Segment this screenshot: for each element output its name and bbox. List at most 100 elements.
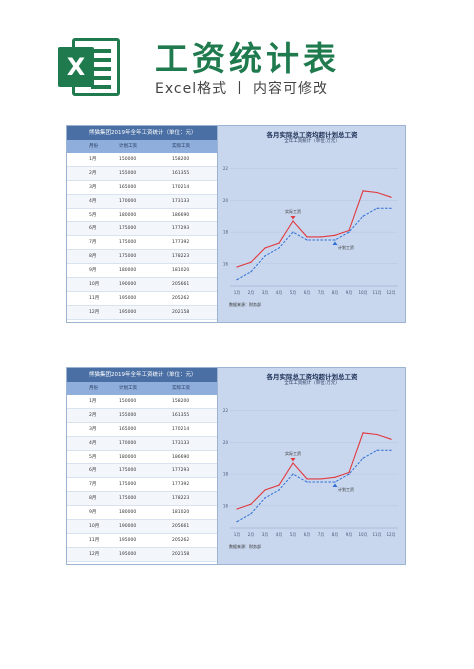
x-tick-label: 11月 <box>372 532 381 537</box>
annotation-marker <box>290 216 296 220</box>
table-cell: 11月 <box>89 537 100 543</box>
table-cell: 150000 <box>119 157 137 162</box>
table-cell: 5月 <box>89 212 97 218</box>
table-cell: 1月 <box>89 157 97 162</box>
table-cell: 165000 <box>119 426 137 432</box>
x-tick-label: 7月 <box>318 290 325 295</box>
table-cell: 175000 <box>119 240 137 246</box>
annotation-label: 计划工资 <box>338 486 354 492</box>
series-point <box>390 438 392 440</box>
table-row: 1月 150000 158200 <box>67 153 217 167</box>
series-point <box>376 207 378 209</box>
chart-plot: 16 18 20 22 1月 2月 3月 4月 5月 6月 7月 8月 9月 10月 11月 12月 实际工资计… <box>223 408 398 537</box>
x-tick-label: 10月 <box>358 532 367 537</box>
table-cell: 177293 <box>172 468 190 474</box>
table-body: 1月 150000 158200 2月 155000 161355 3月 165000 1702… <box>67 153 217 320</box>
table-cell: 175000 <box>119 482 137 488</box>
table-cell: 11月 <box>89 295 100 301</box>
table-cell: 10月 <box>89 524 100 530</box>
table-cell: 1月 <box>89 399 97 404</box>
annotation-label: 计划工资 <box>338 244 354 250</box>
table-row: 9月 180000 181020 <box>67 506 217 521</box>
table-cell: 170000 <box>119 198 137 204</box>
table-row: 9月 180000 181020 <box>67 264 217 279</box>
series-point <box>334 476 336 478</box>
series-point <box>236 508 238 510</box>
x-tick-label: 5月 <box>290 290 297 295</box>
table-header-cell: 计划工资 <box>119 144 137 149</box>
table-header-cell: 计划工资 <box>119 386 137 391</box>
table-row: 4月 170000 173133 <box>67 194 217 209</box>
series-point <box>362 190 364 192</box>
annotation-label: 实际工资 <box>285 450 301 456</box>
table-row: 8月 175000 178223 <box>67 492 217 507</box>
series-point <box>306 478 308 480</box>
series-line <box>236 190 392 268</box>
series-point <box>278 489 280 491</box>
table-cell: 5月 <box>89 454 97 460</box>
table-cell: 195000 <box>119 537 137 543</box>
page-title: 工资统计表 <box>155 39 340 78</box>
series-point <box>250 261 252 263</box>
table-cell: 173133 <box>172 440 190 446</box>
sheet-preview-2: 熊猫集团2019年全年工资统计（单位：元） 月份 计划工资 实际工资 1月 150000 1… <box>66 367 406 565</box>
table-header-row: 月份 计划工资 实际工资 <box>67 382 217 395</box>
table-row: 11月 195000 205262 <box>67 534 217 548</box>
series-point <box>334 481 336 483</box>
table-cell: 181020 <box>172 268 190 274</box>
series-point <box>390 196 392 198</box>
table-header-cell: 月份 <box>89 144 98 149</box>
table-row: 12月 195000 202158 <box>67 547 217 562</box>
table-cell: 195000 <box>119 309 137 315</box>
y-tick-label: 20 <box>223 440 229 445</box>
table-cell: 6月 <box>89 226 97 232</box>
x-tick-label: 5月 <box>290 532 297 537</box>
table-cell: 158200 <box>172 157 190 162</box>
table-cell: 155000 <box>119 412 137 418</box>
table-cell: 155000 <box>119 170 137 176</box>
table-row: 2月 155000 161355 <box>67 408 217 423</box>
table-cell: 165000 <box>119 184 137 190</box>
chart-title: 各月实际总工资均超计划总工资 <box>266 131 358 139</box>
table-cell: 178223 <box>172 254 190 260</box>
table-row: 6月 175000 177293 <box>67 222 217 237</box>
data-source-note: 数据来源：财务部 <box>229 302 261 307</box>
y-tick-label: 16 <box>223 503 229 508</box>
x-tick-label: 10月 <box>358 290 367 295</box>
table-row: 5月 180000 186690 <box>67 451 217 465</box>
table-cell: 3月 <box>89 184 97 190</box>
series-point <box>376 191 378 194</box>
x-tick-label: 7月 <box>318 532 325 537</box>
series-point <box>348 231 350 233</box>
table-cell: 195000 <box>119 295 137 301</box>
series-point <box>236 266 238 268</box>
x-tick-label: 11月 <box>372 290 381 295</box>
table-cell: 180000 <box>119 510 137 516</box>
table-cell: 6月 <box>89 468 97 474</box>
table-cell: 205661 <box>172 282 190 288</box>
x-tick-label: 3月 <box>262 532 269 537</box>
table-header-row: 月份 计划工资 实际工资 <box>67 140 217 153</box>
annotation-marker <box>332 483 338 488</box>
table-cell: 2月 <box>89 412 97 418</box>
table-cell: 175000 <box>119 496 137 502</box>
series-point <box>320 239 322 241</box>
x-tick-label: 8月 <box>332 290 339 295</box>
series-point <box>292 231 294 233</box>
table-cell: 8月 <box>89 254 97 260</box>
series-point <box>320 236 322 238</box>
series-point <box>264 255 266 257</box>
series-point <box>278 247 280 249</box>
series-point <box>264 497 266 499</box>
table-cell: 173133 <box>172 198 190 204</box>
series-point <box>250 503 252 505</box>
salary-table: 熊猫集团2019年全年工资统计（单位：元） 月份 计划工资 实际工资 1月 150000 1… <box>67 126 217 320</box>
series-point <box>334 234 336 236</box>
table-cell: 9月 <box>89 268 97 274</box>
table-title: 熊猫集团2019年全年工资统计（单位：元） <box>67 126 217 140</box>
series-point <box>362 215 364 217</box>
table-row: 10月 190000 205661 <box>67 520 217 534</box>
table-header-cell: 月份 <box>89 386 98 391</box>
table-row: 4月 170000 173133 <box>67 436 217 451</box>
table-cell: 180000 <box>119 268 137 274</box>
